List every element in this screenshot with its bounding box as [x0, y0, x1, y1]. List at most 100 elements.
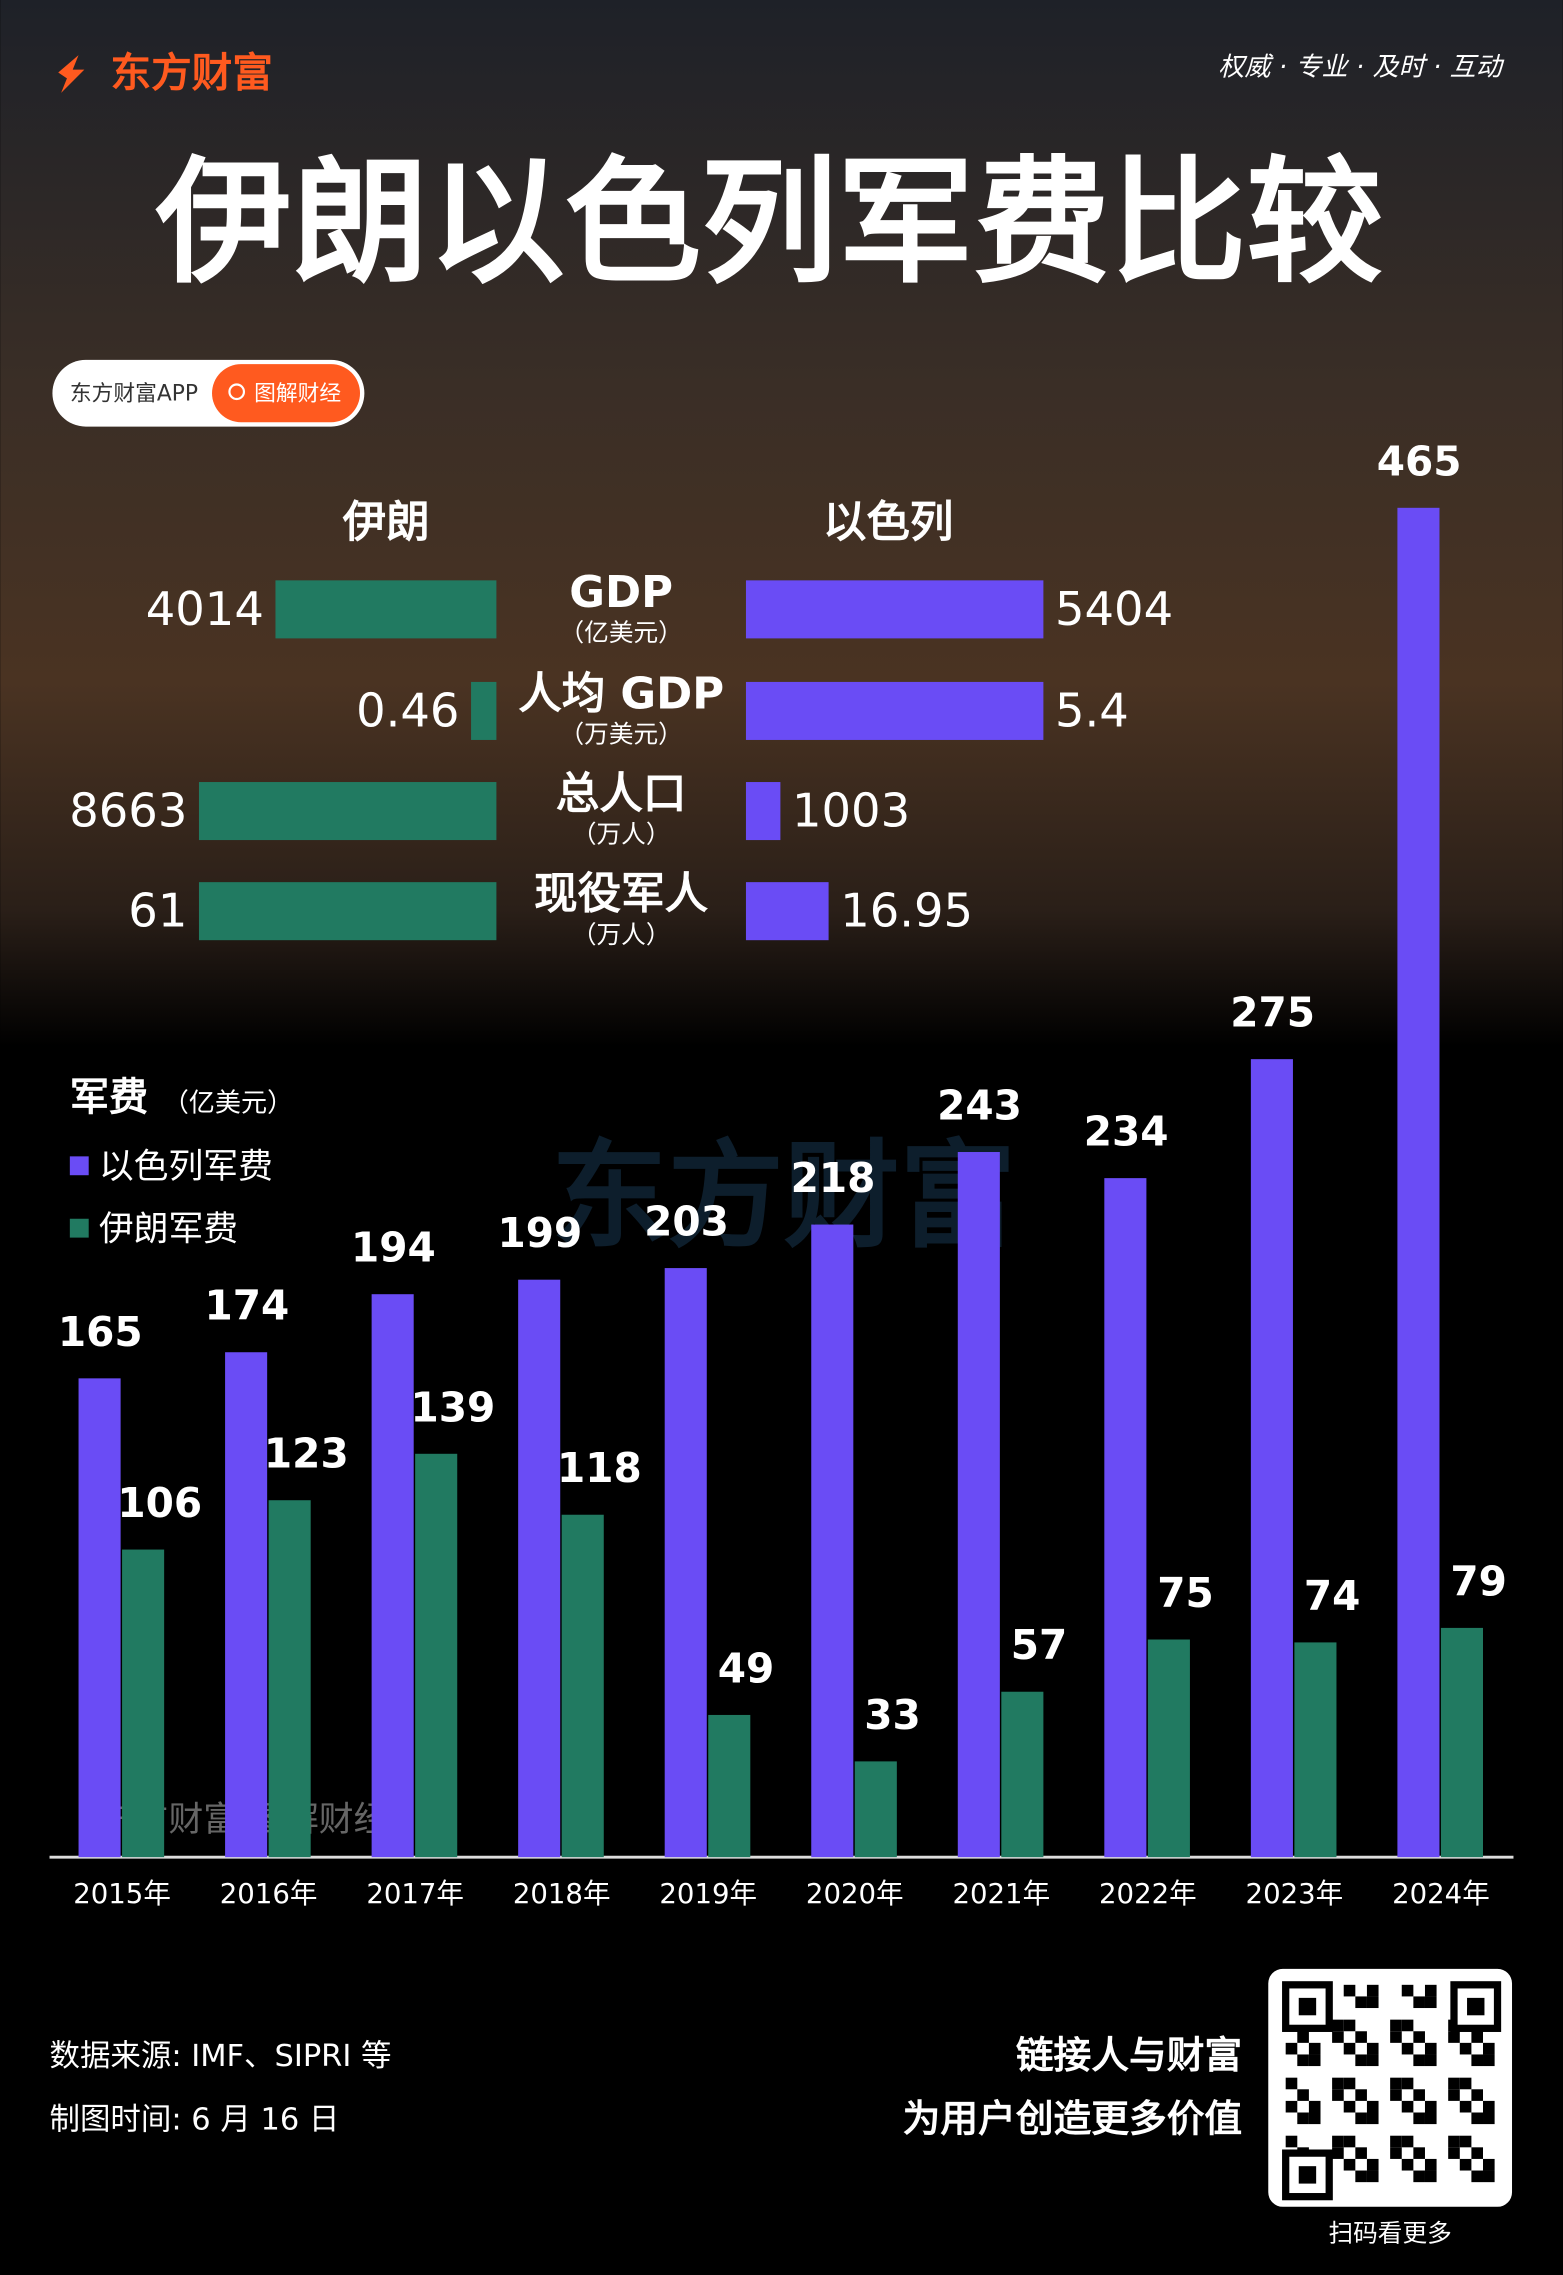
x-tick-label: 2016年 — [220, 1878, 318, 1910]
qr-cell — [1297, 2089, 1309, 2101]
qr-cell — [1366, 2100, 1379, 2113]
qr-cell — [1413, 2054, 1425, 2067]
qr-cell — [1343, 2135, 1356, 2148]
tagline: 为用户创造更多价值 — [903, 2097, 1242, 2141]
qr-cell — [1424, 2042, 1437, 2055]
qr-cell — [1459, 2135, 1472, 2148]
source: 数据来源: IMF、SIPRI 等 — [50, 2039, 392, 2074]
bar — [471, 681, 497, 740]
qr-finder — [1467, 1997, 1485, 2016]
qr-finder — [1298, 1997, 1317, 2016]
qr-cell — [1413, 2170, 1425, 2183]
bar — [122, 1549, 165, 1858]
qr-cell — [1448, 2147, 1460, 2159]
bar — [78, 1378, 121, 1858]
qr-cell — [1483, 2100, 1495, 2113]
qr-cell — [1471, 2089, 1484, 2101]
qr-cell — [1483, 2054, 1495, 2067]
qr-cell — [1390, 2135, 1402, 2148]
qr-cell — [1471, 2054, 1484, 2067]
qr-cell — [1459, 2042, 1472, 2055]
search-icon — [228, 383, 246, 401]
qr-pattern — [1282, 1981, 1502, 2201]
qr-cell — [1343, 2042, 1356, 2055]
qr-cell — [1459, 2158, 1472, 2171]
legend-swatch — [69, 1156, 89, 1176]
qr-cell — [1366, 1984, 1379, 1997]
qr-cell — [1355, 2147, 1367, 2159]
qr-cell — [1355, 2054, 1367, 2067]
iran-header: 伊朗 — [342, 498, 430, 548]
main-title: 伊朗以色列军费比较 — [154, 144, 1382, 303]
qr-cell — [1285, 2135, 1298, 2148]
qr-cell — [1424, 2100, 1437, 2113]
qr-cell — [1413, 2089, 1425, 2101]
chart-unit: （亿美元） — [163, 1089, 294, 1119]
qr-cell — [1483, 2158, 1495, 2171]
value-label: 0.46 — [356, 683, 459, 737]
slogan: 权威 · 专业 · 及时 · 互动 — [1218, 53, 1504, 83]
bar — [198, 782, 497, 841]
bar — [275, 580, 497, 639]
qr-cell — [1448, 2031, 1460, 2043]
qr-cell — [1332, 2077, 1344, 2090]
qr-cell — [1343, 2077, 1356, 2090]
search-label: 图解财经 — [254, 382, 341, 407]
bar — [1440, 1627, 1484, 1858]
value-label: 465 — [1377, 437, 1462, 485]
value-label: 57 — [1011, 1621, 1068, 1669]
qr-cell — [1366, 2170, 1379, 2183]
bar — [1001, 1691, 1044, 1858]
qr-cell — [1366, 2054, 1379, 2067]
logo-icon — [58, 55, 85, 93]
value-label: 4014 — [146, 582, 264, 636]
qr-cell — [1355, 2112, 1367, 2125]
qr-cell — [1471, 2112, 1484, 2125]
qr-cell — [1343, 2019, 1356, 2032]
watermark: 东方财富 — [552, 1129, 1016, 1264]
qr-cell — [1483, 2112, 1495, 2125]
unit-label: （万人） — [572, 920, 671, 949]
qr-cell — [1366, 2042, 1379, 2055]
qr-cell — [1297, 2054, 1309, 2067]
qr-cell — [1448, 2089, 1460, 2101]
qr-cell — [1285, 2100, 1298, 2113]
qr-cell — [1401, 2019, 1414, 2032]
qr-cell — [1459, 2100, 1472, 2113]
value-label: 174 — [204, 1282, 289, 1330]
qr-cell — [1355, 1996, 1367, 2009]
value-label: 75 — [1157, 1569, 1214, 1617]
qr-cell — [1332, 2135, 1344, 2148]
qr-cell — [1424, 2054, 1437, 2067]
value-label: 123 — [264, 1430, 349, 1478]
qr-cell — [1366, 2112, 1379, 2125]
value-label: 1003 — [792, 783, 910, 837]
qr-cell — [1332, 2019, 1344, 2032]
value-label: 275 — [1230, 989, 1315, 1037]
qr-finder — [1282, 2149, 1333, 2201]
qr-cell — [1424, 1996, 1437, 2009]
value-label: 8663 — [69, 783, 187, 837]
qr-cell — [1483, 2042, 1495, 2055]
value-label: 106 — [117, 1479, 202, 1527]
category-label: GDP — [569, 568, 673, 618]
bar — [854, 1761, 897, 1858]
qr-cell — [1308, 2112, 1321, 2125]
qr-cell — [1308, 2042, 1321, 2055]
qr-cell — [1332, 2147, 1344, 2159]
bar — [371, 1294, 414, 1858]
qr-finder — [1298, 2166, 1317, 2184]
legend-swatch — [69, 1218, 89, 1238]
bar — [1397, 507, 1440, 1858]
qr-cell — [1390, 2147, 1402, 2159]
value-label: 79 — [1450, 1557, 1507, 1605]
category-label: 总人口 — [556, 770, 687, 820]
x-tick-label: 2024年 — [1392, 1878, 1490, 1910]
value-label: 5.4 — [1055, 683, 1129, 737]
qr-cell — [1297, 2031, 1309, 2043]
israel-header: 以色列 — [823, 498, 954, 548]
qr-cell — [1413, 2031, 1425, 2043]
qr-cell — [1332, 2089, 1344, 2101]
qr-cell — [1390, 2019, 1402, 2032]
